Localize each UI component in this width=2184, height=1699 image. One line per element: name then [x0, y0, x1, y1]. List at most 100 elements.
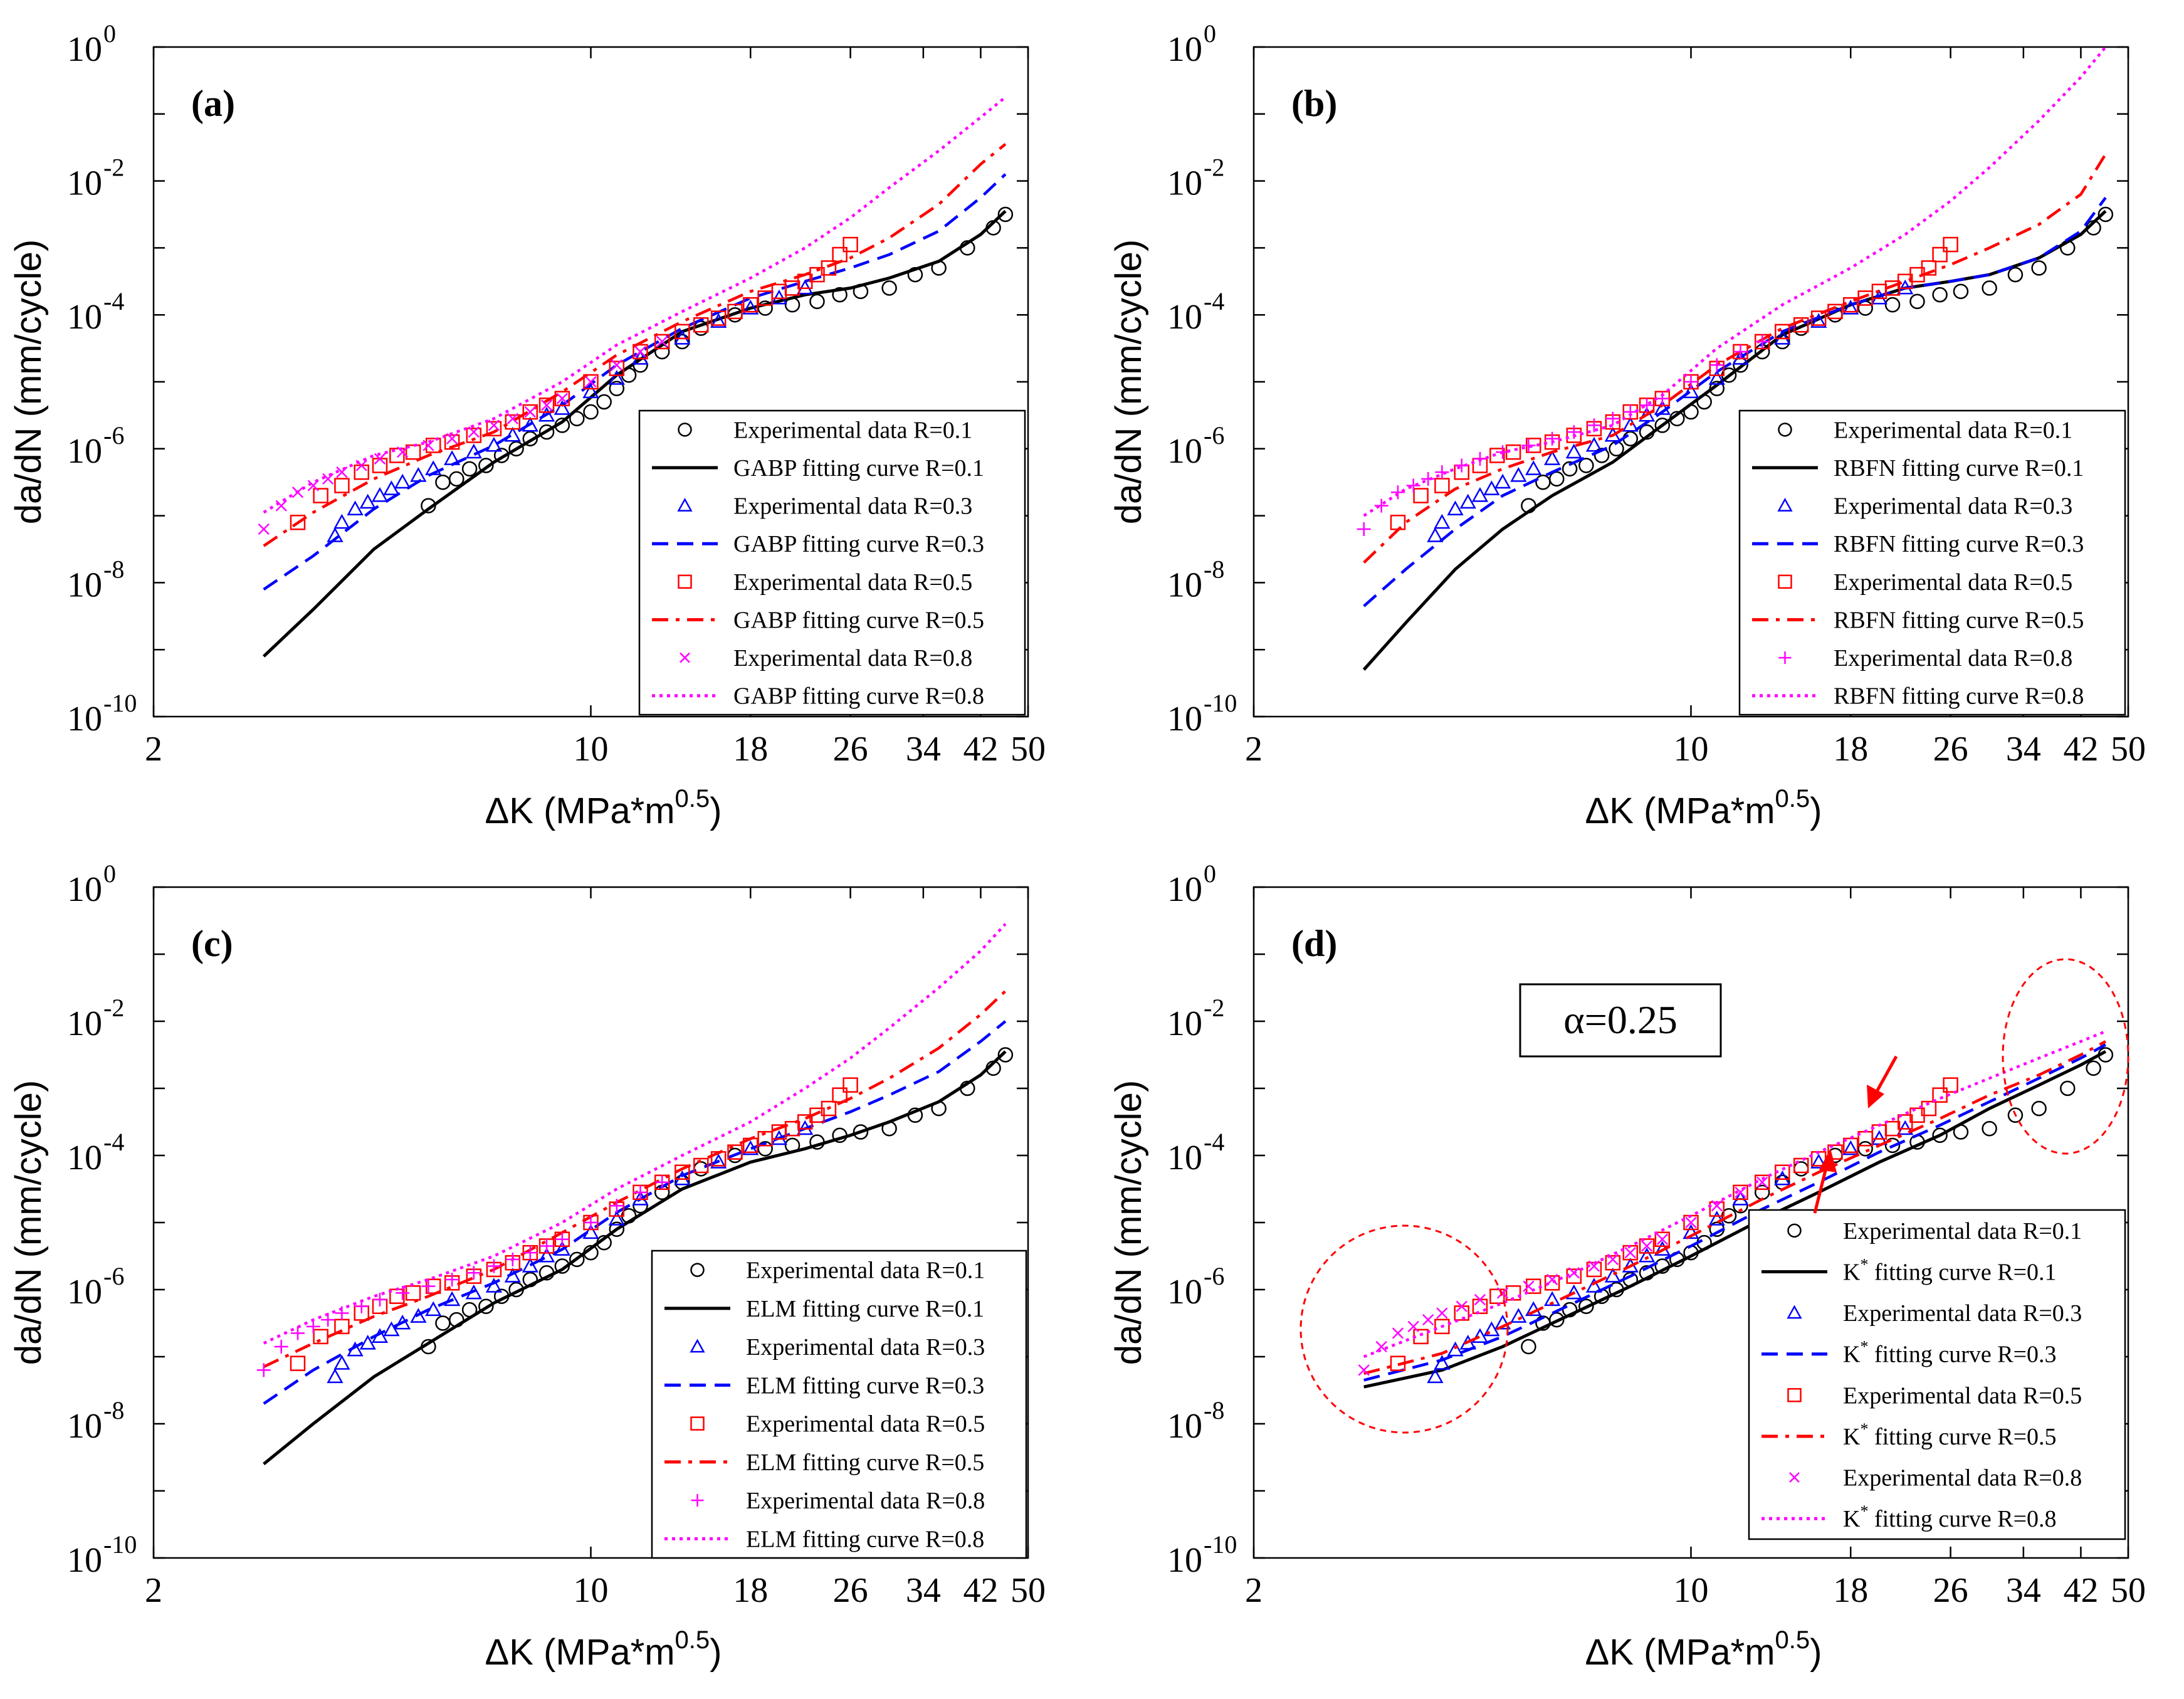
x-tick-label: 34 — [906, 730, 941, 769]
data-point — [770, 1130, 788, 1145]
data-point — [742, 299, 759, 315]
panel-label: (d) — [1291, 923, 1337, 964]
data-point — [675, 1164, 690, 1180]
arrow-lower-head — [1819, 1149, 1837, 1172]
data-point — [538, 1265, 555, 1281]
data-point — [1435, 465, 1449, 480]
panel-label: (b) — [1291, 83, 1337, 124]
fit-curve-R-03 — [1363, 1043, 2106, 1382]
data-point — [655, 1175, 669, 1189]
data-point — [410, 1308, 427, 1323]
y-axis-label: da/dN (mm/cycle) — [8, 1080, 49, 1365]
data-point — [693, 1157, 709, 1174]
fit-curve-R-03 — [1363, 196, 2107, 608]
legend: Experimental data R=0.1 ELM fitting curve… — [651, 1249, 1027, 1559]
legend-entry-label: Experimental data R=0.5 — [733, 569, 972, 596]
x-tick-label: 18 — [1833, 1571, 1868, 1610]
data-point — [333, 1355, 350, 1370]
data-point — [1392, 1327, 1404, 1339]
legend-marker — [690, 1416, 705, 1431]
y-axis-label: da/dN (mm/cycle) — [8, 239, 49, 524]
data-point — [569, 1251, 585, 1268]
data-point — [1357, 522, 1371, 536]
data-point — [394, 1314, 411, 1330]
data-point — [538, 397, 555, 413]
data-point — [1587, 418, 1601, 433]
data-point — [347, 1341, 364, 1357]
data-point — [596, 1234, 612, 1251]
x-tick-label: 50 — [2111, 730, 2146, 769]
data-point — [757, 300, 773, 316]
data-point — [1932, 246, 1948, 263]
annotation-box — [1519, 983, 1722, 1058]
data-point — [1489, 1288, 1505, 1304]
data-point — [809, 1134, 825, 1150]
data-point — [693, 317, 709, 333]
data-point — [1909, 293, 1925, 310]
data-point — [355, 460, 367, 471]
data-point — [1521, 1339, 1536, 1355]
data-point — [1732, 350, 1749, 365]
data-point — [425, 460, 442, 475]
y-tick-exponent: -6 — [103, 421, 124, 450]
data-point — [290, 515, 306, 530]
legend: Experimental data R=0.1 K* fitting curve … — [1748, 1209, 2126, 1540]
data-point — [1605, 411, 1620, 426]
data-point — [710, 1154, 727, 1169]
data-point — [372, 1293, 387, 1307]
data-point — [306, 1319, 320, 1333]
legend-box — [1748, 1209, 2126, 1540]
data-point — [290, 1326, 305, 1340]
fit-curve-R-05 — [1363, 1040, 2106, 1375]
legend: Experimental data R=0.1 RBFN fitting curv… — [1738, 409, 2126, 716]
x-tick-label: 10 — [1674, 1571, 1709, 1610]
data-point — [327, 527, 344, 542]
data-point — [1474, 1293, 1486, 1306]
x-tick-label: 2 — [1245, 1571, 1263, 1610]
alpha-annotation: α=0.25 — [1519, 983, 1722, 1058]
legend-entry-label: Experimental data R=0.1 — [746, 1258, 985, 1284]
data-point — [881, 280, 897, 296]
y-tick-exponent: -4 — [103, 287, 124, 315]
legend-box — [638, 409, 1026, 716]
data-point — [596, 394, 612, 410]
data-point — [1510, 1308, 1527, 1323]
data-point — [710, 313, 727, 328]
y-tick-exponent: -6 — [1204, 1262, 1224, 1290]
data-point — [1654, 1231, 1671, 1247]
data-point — [396, 1286, 410, 1300]
x-tick-label: 50 — [1011, 1571, 1046, 1610]
legend-entry-label: Experimental data R=0.3 — [1834, 493, 2072, 520]
data-point — [1605, 1255, 1621, 1271]
data-point — [1921, 1100, 1937, 1117]
data-point — [508, 441, 524, 457]
legend-marker — [691, 1494, 704, 1507]
data-point — [1897, 279, 1914, 295]
data-point — [1565, 1284, 1582, 1300]
y-tick-label: 10 — [67, 298, 102, 337]
y-tick-label: 10 — [67, 1407, 102, 1446]
data-point — [1708, 370, 1725, 385]
data-point — [1709, 358, 1724, 372]
y-tick-label: 10 — [67, 1004, 102, 1043]
legend-entry-label: Experimental data R=0.1 — [1843, 1218, 2082, 1244]
legend-entry-label: Experimental data R=0.8 — [1843, 1465, 2082, 1491]
data-point — [784, 297, 801, 313]
y-tick-exponent: -8 — [1204, 555, 1224, 583]
x-tick-label: 42 — [2063, 1571, 2098, 1610]
data-point — [556, 392, 568, 404]
data-point — [275, 500, 287, 512]
plot-area — [1357, 47, 2114, 671]
y-axis-label: da/dN (mm/cycle) — [1108, 1080, 1149, 1365]
legend-entry-label: Experimental data R=0.3 — [733, 493, 972, 520]
x-tick-label: 26 — [833, 730, 868, 769]
data-point — [583, 404, 599, 420]
data-point — [371, 1328, 389, 1343]
data-point — [1521, 498, 1536, 513]
highlight-ellipse-low — [1299, 1224, 1509, 1434]
data-point — [1755, 334, 1770, 349]
data-point — [1454, 458, 1469, 473]
data-point — [584, 1216, 598, 1229]
data-point — [821, 1100, 837, 1117]
x-tick-label: 18 — [733, 1571, 768, 1610]
